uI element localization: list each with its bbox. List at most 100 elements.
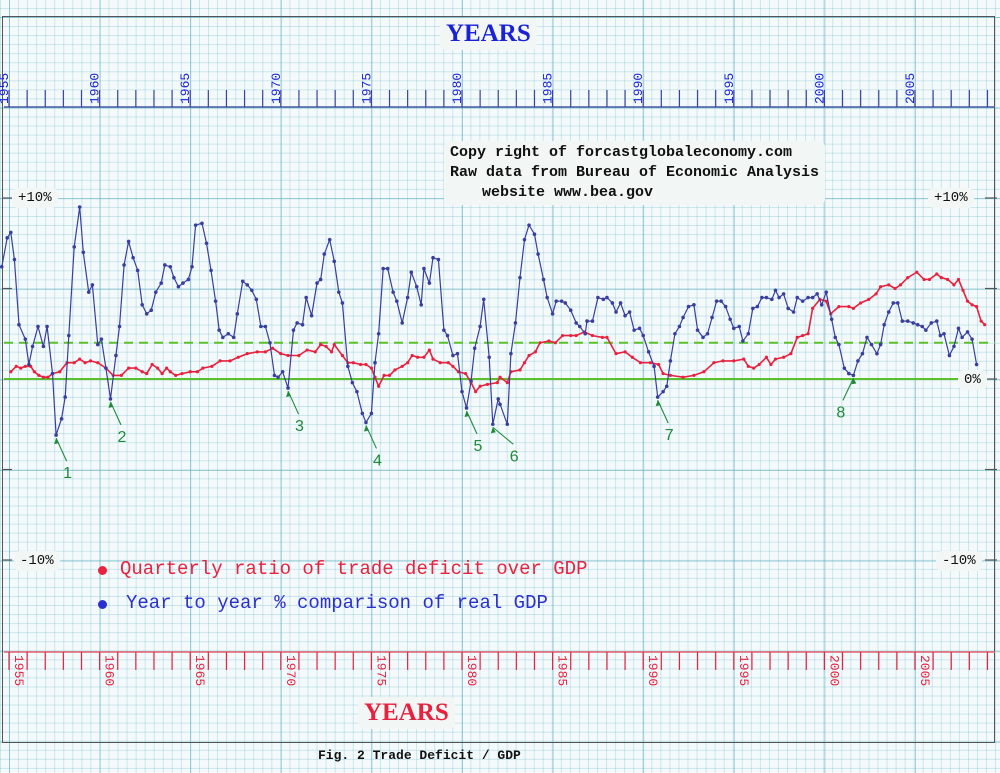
real-gdp-point xyxy=(280,369,285,374)
real-gdp-point xyxy=(168,264,173,269)
real-gdp-point xyxy=(385,266,390,271)
real-gdp-point xyxy=(513,321,518,325)
trade-deficit-point xyxy=(661,371,665,376)
real-gdp-point xyxy=(360,411,365,416)
y-label-left-plus10: +10% xyxy=(12,188,58,208)
top-year-label: 1985 xyxy=(541,73,556,104)
real-gdp-point xyxy=(126,239,131,244)
trade-deficit-point xyxy=(393,368,397,372)
trade-deficit-point xyxy=(188,370,192,374)
real-gdp-point xyxy=(250,288,254,293)
real-gdp-point xyxy=(23,337,28,341)
trade-deficit-point xyxy=(732,359,736,363)
top-year-label: 2000 xyxy=(812,73,827,104)
trade-deficit-point xyxy=(263,350,267,354)
real-gdp-point xyxy=(541,277,546,282)
trade-deficit-point xyxy=(764,355,769,359)
real-gdp-point xyxy=(974,362,979,367)
real-gdp-point xyxy=(41,344,46,349)
trade-deficit-point xyxy=(319,343,323,347)
real-gdp-point xyxy=(661,389,665,394)
trade-deficit-point xyxy=(245,352,249,356)
real-gdp-point xyxy=(819,302,824,307)
trade-deficit-point xyxy=(332,343,336,347)
trade-deficit-point xyxy=(236,355,240,359)
annotation-label-8: 8 xyxy=(836,404,845,421)
real-gdp-point xyxy=(291,328,296,332)
real-gdp-point xyxy=(777,295,781,300)
real-gdp-point xyxy=(532,232,537,236)
trade-deficit-point xyxy=(377,384,381,388)
real-gdp-point xyxy=(95,342,100,347)
real-gdp-point xyxy=(956,326,961,331)
real-gdp-point xyxy=(322,252,327,256)
real-gdp-point xyxy=(563,301,568,305)
real-gdp-point xyxy=(204,241,209,246)
real-gdp-point xyxy=(409,270,414,275)
real-gdp-point xyxy=(391,290,395,294)
real-gdp-point xyxy=(86,290,91,294)
real-gdp-point xyxy=(149,308,154,313)
arrowhead-icon xyxy=(464,410,470,417)
real-gdp-point xyxy=(878,342,883,347)
real-gdp-point xyxy=(442,328,446,332)
trade-deficit-point xyxy=(96,361,100,365)
real-gdp-point xyxy=(318,277,323,282)
real-gdp-point xyxy=(491,422,495,427)
trade-deficit-point xyxy=(119,373,123,377)
trade-deficit-point xyxy=(961,288,965,292)
bottom-year-label: 1960 xyxy=(102,655,117,686)
real-gdp-point xyxy=(9,230,13,235)
real-gdp-point xyxy=(732,326,736,331)
bottom-year-label: 1955 xyxy=(11,655,26,686)
credits-line-2: Raw data from Bureau of Economic Analysi… xyxy=(450,164,820,181)
real-gdp-point xyxy=(487,355,491,360)
real-gdp-point xyxy=(632,328,636,332)
credits-line-1: Copy right of forcastglobaleconomy.com xyxy=(450,144,793,161)
real-gdp-point xyxy=(0,264,4,269)
trade-deficit-point xyxy=(702,370,706,374)
real-gdp-point xyxy=(81,250,86,255)
real-gdp-point xyxy=(355,389,359,394)
real-gdp-point xyxy=(837,342,841,347)
trade-deficit-point xyxy=(431,357,435,361)
real-gdp-point xyxy=(315,281,319,285)
trade-deficit-point xyxy=(364,362,368,367)
trade-deficit-point xyxy=(140,370,144,374)
arrowhead-icon xyxy=(54,438,60,445)
trade-deficit-point xyxy=(837,305,841,309)
trade-deficit-point xyxy=(155,366,160,370)
trade-deficit-point xyxy=(757,362,761,367)
real-gdp-point xyxy=(911,321,915,325)
trade-deficit-point xyxy=(305,348,309,352)
real-gdp-point xyxy=(5,236,9,240)
trade-deficit-point xyxy=(416,355,420,359)
trade-deficit-point xyxy=(329,350,334,354)
real-gdp-point xyxy=(847,371,851,376)
real-gdp-point xyxy=(705,331,710,336)
trade-deficit-point xyxy=(478,384,482,388)
trade-deficit-point xyxy=(574,333,578,338)
trade-deficit-point xyxy=(533,350,537,354)
real-gdp-point xyxy=(436,257,441,262)
real-gdp-point xyxy=(924,328,928,332)
real-gdp-point xyxy=(472,346,477,351)
credits-box: Copy right of forcastglobaleconomy.com R… xyxy=(444,141,826,205)
trade-deficit-point xyxy=(906,276,910,280)
real-gdp-point xyxy=(59,417,64,421)
real-gdp-point xyxy=(460,389,464,394)
trade-deficit-point xyxy=(518,368,522,372)
trade-deficit-point xyxy=(681,375,685,379)
trade-deficit-point xyxy=(382,373,386,377)
real-gdp-point xyxy=(527,223,531,227)
annotation-label-6: 6 xyxy=(510,448,519,465)
real-gdp-point xyxy=(414,284,419,289)
real-gdp-point xyxy=(66,333,71,338)
trade-deficit-point xyxy=(975,305,979,309)
trade-deficit-point xyxy=(898,283,903,287)
real-gdp-point xyxy=(108,397,113,401)
real-gdp-point xyxy=(200,221,204,226)
real-gdp-point xyxy=(875,351,879,356)
trade-deficit-point xyxy=(195,370,200,374)
real-gdp-point xyxy=(30,344,35,349)
